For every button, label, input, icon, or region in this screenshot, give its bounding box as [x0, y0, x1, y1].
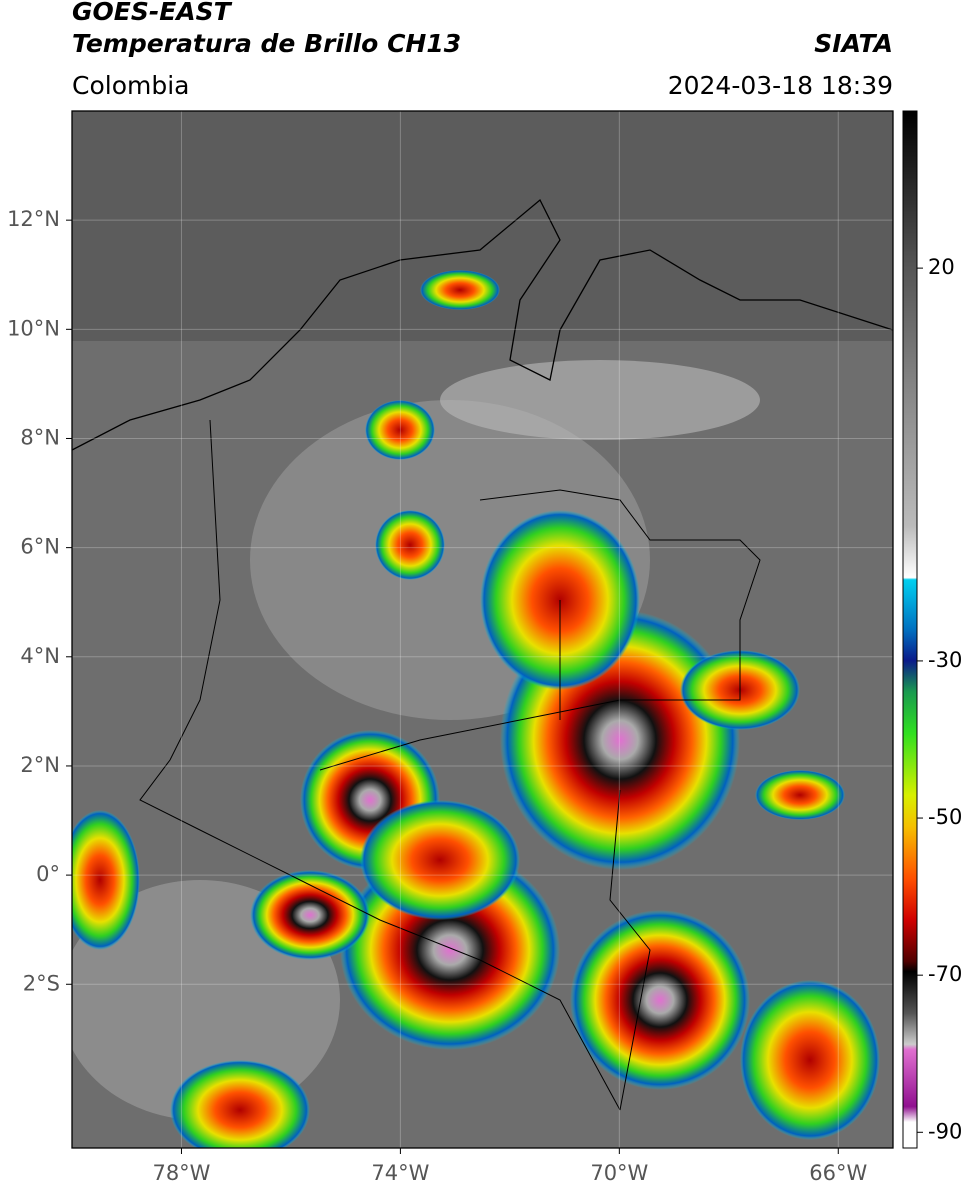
y-tick-label: 6°N — [20, 535, 60, 559]
colorbar-tick-label: 20 — [928, 255, 955, 279]
convective-cell — [250, 870, 370, 960]
x-tick-label: 70°W — [590, 1161, 648, 1185]
convective-cell — [365, 400, 435, 460]
subtitle: Temperatura de Brillo CH13 — [72, 29, 461, 58]
y-tick-label: 0° — [36, 862, 60, 886]
y-tick-label: 12°N — [7, 207, 60, 231]
y-tick-label: 2°N — [20, 753, 60, 777]
convective-cell — [72, 810, 140, 950]
convective-cell — [375, 510, 445, 580]
colorbar-tick-label: -50 — [928, 805, 962, 829]
cloud — [440, 360, 760, 440]
colorbar-tick-label: -30 — [928, 648, 962, 672]
coastline — [72, 198, 893, 451]
convective-cell — [740, 980, 880, 1140]
y-tick-label: 4°N — [20, 644, 60, 668]
colorbar-tick-label: -70 — [928, 962, 962, 986]
timestamp: 2024-03-18 18:39 — [668, 71, 893, 100]
graticule — [72, 111, 893, 1148]
convective-cell — [570, 910, 750, 1090]
y-tick-label: 10°N — [7, 316, 60, 340]
borders — [139, 419, 761, 1111]
region: Colombia — [72, 71, 189, 100]
map-image — [72, 111, 893, 1148]
convective-cell — [420, 270, 500, 310]
title: GOES-EAST — [72, 0, 233, 26]
x-tick-label: 66°W — [809, 1161, 867, 1185]
convective-cell — [170, 1060, 310, 1148]
convective-cell — [360, 800, 520, 920]
source: SIATA — [814, 29, 893, 58]
convective-cell — [755, 770, 845, 820]
colorbar — [902, 110, 918, 1149]
map-frame — [71, 110, 894, 1149]
y-tick-label: 8°N — [20, 425, 60, 449]
x-tick-label: 78°W — [152, 1161, 210, 1185]
x-tick-label: 74°W — [371, 1161, 429, 1185]
colorbar-tick-label: -90 — [928, 1119, 962, 1143]
y-tick-label: 2°S — [23, 971, 60, 995]
